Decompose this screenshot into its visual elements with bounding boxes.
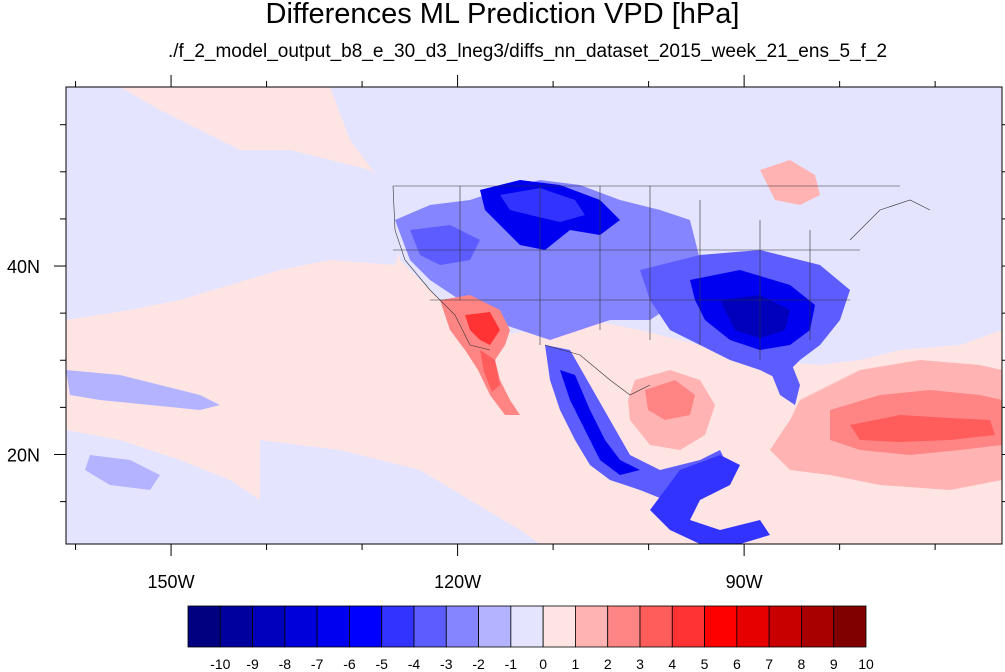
colorbar-swatch (316, 605, 350, 648)
colorbar-swatch (704, 605, 738, 648)
region-pacific-light-blue-north (66, 87, 400, 320)
colorbar-label: 3 (636, 656, 644, 672)
map-title: Differences ML Prediction VPD [hPa] (265, 0, 740, 30)
colorbar-swatch (187, 605, 221, 648)
colorbar-label: 0 (539, 656, 547, 672)
colorbar-label: 2 (604, 656, 612, 672)
region-mexico-sierra-blue (545, 345, 730, 500)
colorbar-swatch (542, 605, 576, 648)
colorbar-label: 1 (572, 656, 580, 672)
state-boundaries (392, 185, 931, 396)
x-tick-label: 120W (434, 572, 481, 592)
colorbar-label: -8 (279, 656, 292, 672)
colorbar-label: -9 (246, 656, 259, 672)
colorbar-swatch (413, 605, 447, 648)
colorbar-label: 6 (733, 656, 741, 672)
colorbar-swatch (252, 605, 286, 648)
colorbar-label: -2 (472, 656, 485, 672)
region-gulf-core (645, 380, 695, 420)
colorbar-label: -4 (408, 656, 421, 672)
region-idaho-blue (410, 225, 480, 265)
colorbar-label: -5 (375, 656, 388, 672)
colorbar-swatch (478, 605, 512, 648)
region-pacific-lower (260, 440, 540, 544)
colorbar-label: 5 (701, 656, 709, 672)
map-frame (65, 86, 1003, 545)
y-tick-label: 40N (7, 257, 40, 277)
colorbar-label: 8 (798, 656, 806, 672)
map-subtitle: ./f_2_model_output_b8_e_30_d3_lneg3/diff… (167, 41, 888, 62)
colorbar-swatch (607, 605, 641, 648)
x-tick-label: 90W (726, 572, 763, 592)
colorbar-swatch (575, 605, 609, 648)
colorbar-swatch (510, 605, 544, 648)
colorbar-label: -10 (210, 656, 230, 672)
colorbar-label: 9 (830, 656, 838, 672)
colorbar-swatch (349, 605, 383, 648)
colorbar-swatch (284, 605, 318, 648)
colorbar-label: 10 (858, 656, 874, 672)
colorbar-label: -1 (505, 656, 518, 672)
colorbar-label: 7 (765, 656, 773, 672)
region-northern-rockies-core (500, 188, 585, 222)
region-pacific-light-blue-hawaii (66, 370, 220, 410)
colorbar-swatch (639, 605, 673, 648)
axis-ticks: 150W 120W 90W 40N 20N (7, 75, 1005, 592)
y-tick-label: 20N (7, 445, 40, 465)
region-atlantic-deep (850, 415, 995, 442)
region-pacific-hawaii-lobe (85, 455, 160, 490)
colorbar-label: -7 (311, 656, 324, 672)
colorbar-swatch (801, 605, 835, 648)
colorbar-label: 4 (668, 656, 676, 672)
region-mexico-core (560, 370, 640, 475)
colorbar-swatch (768, 605, 802, 648)
colorbar-swatch (445, 605, 479, 648)
colorbar-swatch (381, 605, 415, 648)
colorbar-label: -3 (440, 656, 453, 672)
colorbar: -10 -9 -8 -7 -6 -5 -4 -3 -2 -1 0 1 2 3 4 5 6 7 8 9 10 (187, 605, 874, 672)
colorbar-label: -6 (343, 656, 356, 672)
field-layer (66, 87, 1002, 544)
colorbar-swatch (671, 605, 705, 648)
region-california-core (465, 312, 500, 345)
colorbar-swatch (219, 605, 253, 648)
region-great-lakes-red (760, 160, 820, 205)
colorbar-swatch (833, 605, 867, 648)
region-florida-blue (770, 350, 800, 405)
colorbar-swatch (736, 605, 770, 648)
region-central-america-blue (650, 455, 770, 544)
region-southeast-deep (720, 295, 790, 338)
region-baja-core (480, 350, 500, 392)
x-tick-label: 150W (148, 572, 195, 592)
